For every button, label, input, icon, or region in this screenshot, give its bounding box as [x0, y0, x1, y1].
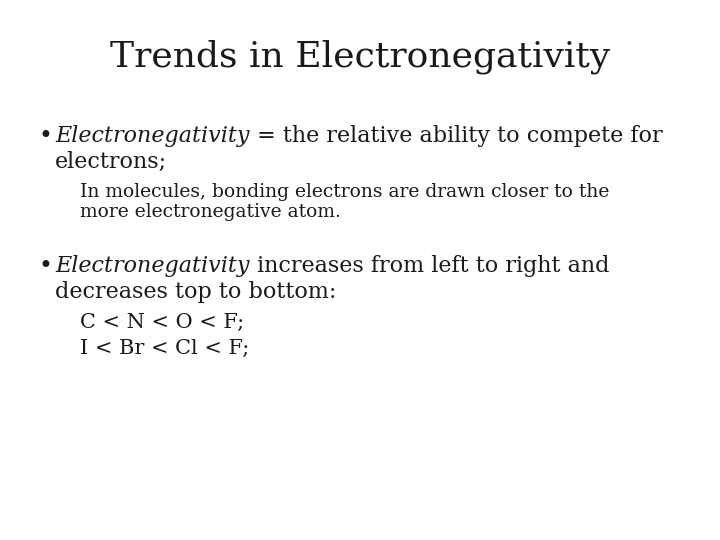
- Text: more electronegative atom.: more electronegative atom.: [80, 203, 341, 221]
- Text: C < N < O < F;: C < N < O < F;: [80, 313, 244, 332]
- Text: = the relative ability to compete for: = the relative ability to compete for: [250, 125, 662, 147]
- Text: decreases top to bottom:: decreases top to bottom:: [55, 281, 336, 303]
- Text: I < Br < Cl < F;: I < Br < Cl < F;: [80, 339, 249, 358]
- Text: •: •: [38, 125, 52, 148]
- Text: Trends in Electronegativity: Trends in Electronegativity: [110, 40, 610, 75]
- Text: electrons;: electrons;: [55, 151, 167, 173]
- Text: In molecules, bonding electrons are drawn closer to the: In molecules, bonding electrons are draw…: [80, 183, 609, 201]
- Text: •: •: [38, 255, 52, 278]
- Text: Electronegativity: Electronegativity: [55, 125, 250, 147]
- Text: Electronegativity: Electronegativity: [55, 255, 250, 277]
- Text: increases from left to right and: increases from left to right and: [250, 255, 609, 277]
